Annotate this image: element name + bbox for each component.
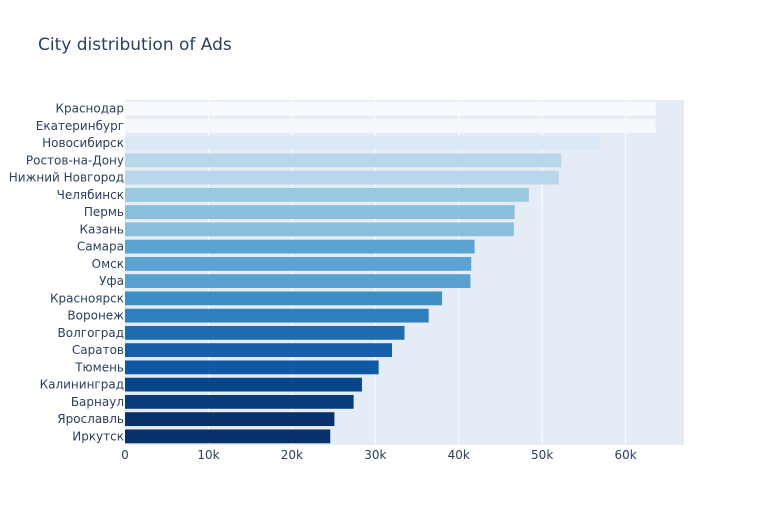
bars xyxy=(125,101,656,444)
bar xyxy=(125,170,559,185)
bar xyxy=(125,412,335,427)
x-tick-label: 30k xyxy=(364,448,386,462)
x-tick-label: 0 xyxy=(121,448,129,462)
bar xyxy=(125,222,514,237)
bar xyxy=(125,118,656,133)
bar xyxy=(125,394,354,409)
bar xyxy=(125,205,515,220)
y-tick-label: Ярославль xyxy=(57,412,124,426)
bar xyxy=(125,325,405,340)
bar xyxy=(125,101,656,116)
bar xyxy=(125,291,443,306)
bar xyxy=(125,429,331,444)
y-tick-label: Нижний Новгород xyxy=(9,171,124,185)
y-axis-tick-labels: Краснодар Екатеринбург Новосибирск Ростов-н… xyxy=(9,102,124,444)
bar xyxy=(125,308,429,323)
x-tick-label: 40k xyxy=(448,448,470,462)
y-tick-label: Иркутск xyxy=(72,429,124,443)
y-tick-label: Екатеринбург xyxy=(36,119,124,133)
y-tick-label: Воронеж xyxy=(67,309,124,323)
bar xyxy=(125,256,472,271)
bar xyxy=(125,274,471,289)
y-tick-label: Краснодар xyxy=(55,102,124,116)
y-tick-label: Самара xyxy=(77,240,124,254)
y-tick-label: Пермь xyxy=(84,205,124,219)
bar xyxy=(125,153,562,168)
x-axis-tick-labels: 0 10k 20k 30k 40k 50k 60k xyxy=(121,448,637,462)
bar xyxy=(125,377,362,392)
y-tick-label: Волгоград xyxy=(58,326,124,340)
bar xyxy=(125,239,475,254)
y-tick-label: Новосибирск xyxy=(42,136,124,150)
y-tick-label: Челябинск xyxy=(57,188,124,202)
y-tick-label: Саратов xyxy=(72,343,124,357)
y-tick-label: Калининград xyxy=(40,378,124,392)
x-tick-label: 60k xyxy=(614,448,636,462)
y-tick-label: Уфа xyxy=(99,274,124,288)
bar xyxy=(125,187,529,202)
y-tick-label: Барнаул xyxy=(71,395,124,409)
chart-title: City distribution of Ads xyxy=(38,35,232,55)
bar xyxy=(125,360,379,375)
y-tick-label: Казань xyxy=(79,222,124,236)
x-tick-label: 50k xyxy=(531,448,553,462)
bar xyxy=(125,136,600,151)
y-tick-label: Тюмень xyxy=(74,360,124,374)
y-tick-label: Красноярск xyxy=(50,291,124,305)
y-tick-label: Ростов-на-Дону xyxy=(26,153,124,167)
x-tick-label: 10k xyxy=(197,448,219,462)
bar xyxy=(125,343,392,358)
x-tick-label: 20k xyxy=(281,448,303,462)
y-tick-label: Омск xyxy=(92,257,124,271)
